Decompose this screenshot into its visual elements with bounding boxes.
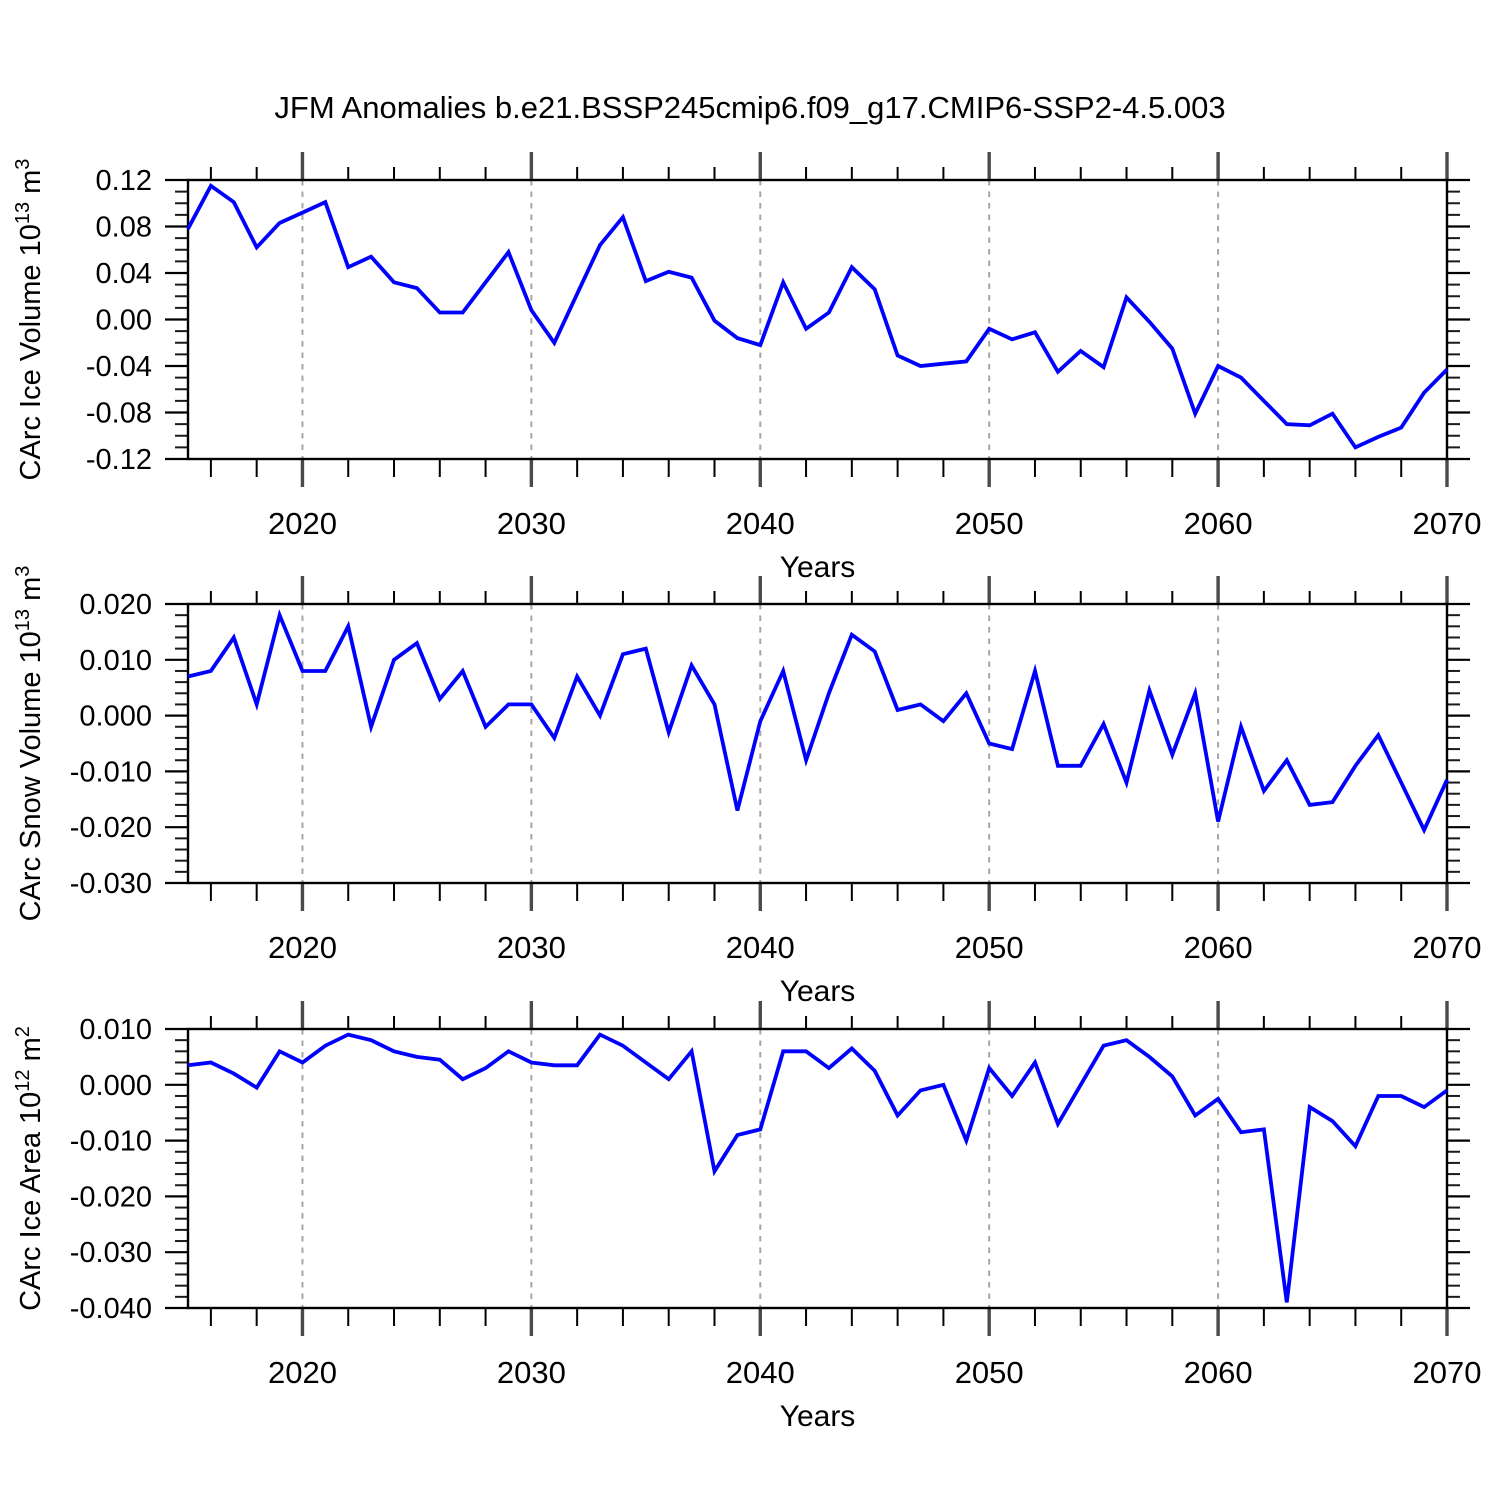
plot-box [186,1027,1449,1310]
y-tick-label: 0.000 [79,1070,152,1102]
y-tick-label: 0.00 [96,305,152,337]
x-tick-label: 2030 [497,930,566,965]
x-axis-title: Years [780,975,856,1008]
x-tick-label: 2050 [955,930,1024,965]
x-axis-title: Years [780,1400,856,1433]
x-tick-label: 2030 [497,506,566,541]
x-tick-label: 2050 [955,1355,1024,1390]
x-tick-label: 2060 [1184,930,1253,965]
y-tick-label: -0.030 [70,868,152,900]
y-tick-label: -0.04 [86,351,152,383]
series-line-snow-volume [187,609,1449,835]
y-tick-label: -0.12 [86,444,152,476]
plot-box [186,602,1449,885]
y-tick-label: 0.010 [79,645,152,677]
panel-snow-volume: 0.020 0.010 0.000 -0.010 -0.020 -0.030 2020 203… [12,566,1481,1008]
y-tick-label: -0.08 [86,398,152,430]
chart-title: JFM Anomalies b.e21.BSSP245cmip6.f09_g17… [274,90,1226,125]
y-tick-label: -0.010 [70,756,152,788]
x-tick-label: 2040 [726,930,795,965]
x-tick-label: 2070 [1413,506,1482,541]
x-tick-label: 2070 [1413,1355,1482,1390]
y-tick-label: 0.020 [79,589,152,621]
y-axis-title: CArc Snow Volume 1013 m3 [12,566,47,922]
series-line-ice-area [187,1032,1449,1303]
y-tick-label: 0.000 [79,701,152,733]
panel-ice-volume: 0.12 0.08 0.04 0.00 -0.04 -0.08 -0.12 2020 2030 2… [12,152,1481,584]
x-tick-label: 2060 [1184,506,1253,541]
y-tick-label: -0.030 [70,1237,152,1269]
x-tick-label: 2060 [1184,1355,1253,1390]
plot-box [186,178,1449,461]
y-tick-label: -0.040 [70,1293,152,1325]
y-tick-label: 0.08 [96,212,152,244]
y-axis-title: CArc Ice Volume 1013 m3 [12,159,47,481]
y-tick-label: -0.020 [70,1181,152,1213]
y-axis-title: CArc Ice Area 1012 m2 [12,1026,47,1311]
x-tick-label: 2020 [268,930,337,965]
x-tick-label: 2030 [497,1355,566,1390]
x-tick-label: 2040 [726,1355,795,1390]
x-axis-title: Years [780,551,856,584]
y-tick-label: 0.04 [96,258,152,290]
y-tick-label: -0.010 [70,1126,152,1158]
x-tick-label: 2040 [726,506,795,541]
x-tick-label: 2070 [1413,930,1482,965]
y-tick-label: -0.020 [70,812,152,844]
x-tick-label: 2020 [268,506,337,541]
x-tick-label: 2050 [955,506,1024,541]
panel-ice-area: 0.010 0.000 -0.010 -0.020 -0.030 -0.040 2020 20… [12,1001,1481,1433]
y-tick-label: 0.12 [96,165,152,197]
series-line-ice-volume [186,182,1449,450]
y-tick-label: 0.010 [79,1014,152,1046]
x-tick-label: 2020 [268,1355,337,1390]
